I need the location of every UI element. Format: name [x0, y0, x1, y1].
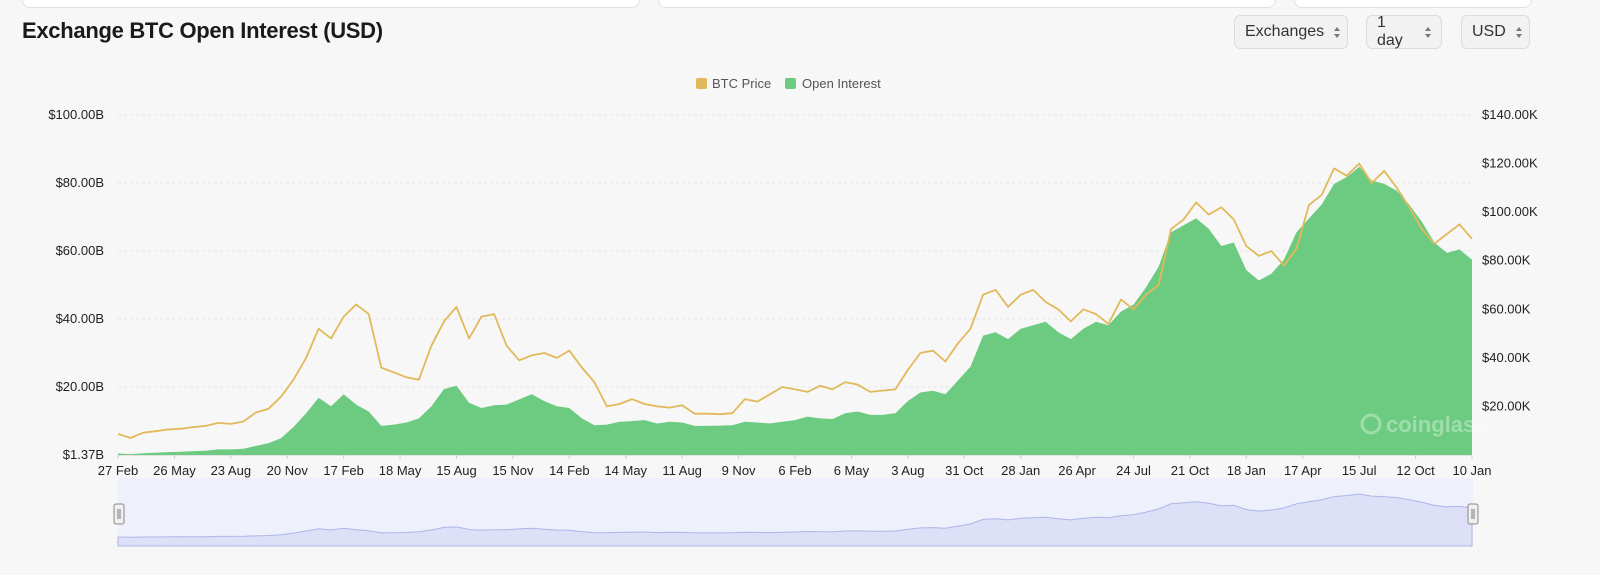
y-right-tick-label: $140.00K: [1482, 107, 1538, 122]
x-tick-label: 12 Oct: [1396, 463, 1435, 478]
y-right-tick-label: $60.00K: [1482, 301, 1531, 316]
currency-select-label: USD: [1472, 23, 1506, 40]
legend-label-btc-price[interactable]: BTC Price: [712, 76, 771, 91]
btc-price-line: [117, 162, 1473, 439]
interval-select[interactable]: 1 day: [1366, 14, 1442, 49]
legend-label-open-interest[interactable]: Open Interest: [802, 76, 881, 91]
coinglass-logo-icon: [1360, 413, 1382, 435]
x-tick-label: 3 Aug: [891, 463, 924, 478]
x-tick-label: 21 Oct: [1171, 463, 1210, 478]
x-tick-label: 26 May: [153, 463, 196, 478]
exchanges-select[interactable]: Exchanges: [1234, 15, 1348, 49]
x-tick-label: 23 Aug: [211, 463, 252, 478]
currency-select[interactable]: USD: [1461, 15, 1530, 49]
chevron-up-down-icon: [1425, 26, 1431, 38]
x-tick-label: 15 Aug: [436, 463, 477, 478]
range-navigator[interactable]: [113, 478, 1479, 547]
x-tick-label: 18 Jan: [1227, 463, 1266, 478]
x-tick-label: 17 Apr: [1284, 463, 1322, 478]
x-tick-label: 28 Jan: [1001, 463, 1040, 478]
x-axis: 27 Feb 26 May 23 Aug 20 Nov 17 Feb 18 May 15 A…: [98, 455, 1492, 478]
navigator-area: [117, 493, 1473, 547]
y-left-tick-label: $80.00B: [56, 175, 104, 190]
watermark-text: coinglass: [1386, 412, 1487, 437]
x-tick-label: 17 Feb: [323, 463, 363, 478]
x-tick-label: 24 Jul: [1116, 463, 1151, 478]
x-tick-label: 20 Nov: [267, 463, 309, 478]
y-left-tick-label: $1.37B: [63, 447, 104, 462]
exchanges-select-label: Exchanges: [1245, 23, 1325, 40]
x-tick-label: 14 May: [604, 463, 647, 478]
chart-legend: BTC Price Open Interest: [696, 76, 881, 91]
y-left-tick-label: $40.00B: [56, 311, 104, 326]
y-right-tick-label: $40.00K: [1482, 350, 1531, 365]
y-axis-right: $140.00K $120.00K $100.00K $80.00K $60.00K $4…: [1482, 107, 1538, 413]
x-tick-label: 15 Nov: [492, 463, 534, 478]
x-tick-label: 10 Jan: [1452, 463, 1491, 478]
y-right-tick-label: $120.00K: [1482, 156, 1538, 171]
legend-swatch-btc-price: [696, 78, 707, 89]
legend-swatch-open-interest: [785, 78, 796, 89]
y-left-tick-label: $20.00B: [56, 379, 104, 394]
x-tick-label: 15 Jul: [1342, 463, 1377, 478]
x-tick-label: 9 Nov: [722, 463, 756, 478]
x-tick-label: 26 Apr: [1058, 463, 1096, 478]
x-tick-label: 27 Feb: [98, 463, 138, 478]
x-tick-label: 6 Feb: [778, 463, 811, 478]
y-left-tick-label: $60.00B: [56, 243, 104, 258]
y-right-tick-label: $100.00K: [1482, 204, 1538, 219]
x-tick-label: 14 Feb: [549, 463, 589, 478]
watermark: coinglass: [1360, 412, 1487, 437]
x-tick-label: 11 Aug: [662, 463, 702, 478]
navigator-handle-right[interactable]: [1467, 503, 1479, 525]
interval-select-label: 1 day: [1377, 14, 1403, 49]
x-tick-label: 18 May: [379, 463, 422, 478]
page-title: Exchange BTC Open Interest (USD): [22, 18, 383, 43]
chevron-up-down-icon: [1515, 26, 1522, 38]
y-left-tick-label: $100.00B: [48, 107, 104, 122]
navigator-handle-left[interactable]: [113, 503, 125, 525]
y-right-tick-label: $20.00K: [1482, 398, 1531, 413]
y-right-tick-label: $80.00K: [1482, 253, 1531, 268]
chevron-up-down-icon: [1334, 26, 1341, 38]
x-tick-label: 6 May: [834, 463, 870, 478]
x-tick-label: 31 Oct: [945, 463, 984, 478]
y-axis-left: $100.00B $80.00B $60.00B $40.00B $20.00B $1.3…: [48, 107, 104, 462]
open-interest-area: [118, 166, 1472, 455]
